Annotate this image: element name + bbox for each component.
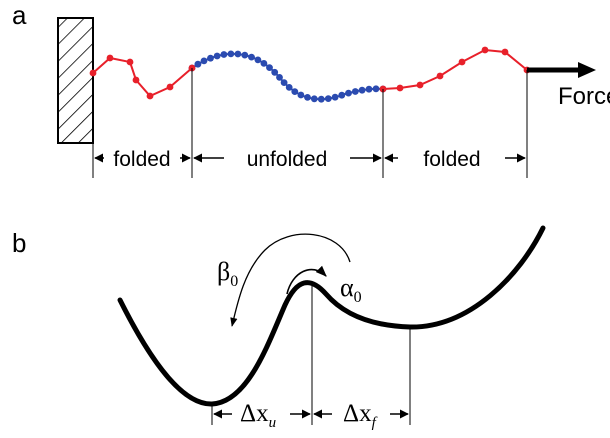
unfolded-bead bbox=[358, 86, 366, 94]
folded-segment-left bbox=[89, 54, 193, 100]
unfolded-bead bbox=[351, 88, 359, 95]
unfolded-bead bbox=[372, 85, 380, 93]
unfolded-segment bbox=[188, 50, 387, 103]
unfolded-bead bbox=[324, 95, 332, 102]
unfolded-bead bbox=[194, 60, 202, 68]
unfolded-bead bbox=[200, 57, 208, 65]
unfolded-bead bbox=[285, 84, 293, 91]
force-arrow bbox=[527, 62, 596, 78]
unfolded-bead bbox=[260, 60, 268, 67]
unfolded-bead bbox=[271, 68, 279, 76]
distance-reference-lines bbox=[211, 281, 411, 425]
energy-landscape-curve bbox=[117, 225, 546, 407]
delta-x-u-label: Δxu bbox=[240, 400, 276, 431]
unfolded-bead bbox=[345, 89, 352, 97]
segment-label-folded-right: folded bbox=[423, 148, 480, 171]
unfolded-bead bbox=[266, 64, 273, 71]
unfolded-bead bbox=[248, 53, 255, 61]
unfolded-bead bbox=[365, 85, 373, 93]
segment-label-folded-left: folded bbox=[113, 148, 170, 171]
segment-boundaries bbox=[92, 68, 528, 178]
alpha-arrow bbox=[286, 265, 327, 295]
unfolded-bead bbox=[207, 54, 214, 62]
unfolded-bead bbox=[227, 50, 235, 58]
unfolded-bead bbox=[254, 56, 262, 64]
unfolded-bead bbox=[291, 88, 299, 95]
unfolded-bead bbox=[276, 74, 283, 81]
segment-label-unfolded: unfolded bbox=[247, 148, 328, 171]
alpha-label: α0 bbox=[340, 273, 362, 306]
unfolded-bead bbox=[241, 51, 249, 59]
unfolded-bead bbox=[338, 91, 346, 99]
folded-segment-right bbox=[188, 46, 531, 93]
unfolded-bead bbox=[280, 79, 288, 86]
force-label: Force bbox=[558, 83, 610, 110]
unfolded-bead bbox=[317, 95, 325, 103]
beta-arrow bbox=[230, 233, 351, 327]
unfolded-bead bbox=[304, 94, 311, 101]
beta-label: β0 bbox=[217, 257, 238, 290]
unfolded-bead bbox=[310, 95, 318, 103]
delta-x-f-label: Δxf bbox=[343, 400, 378, 431]
unfolded-bead bbox=[331, 93, 339, 101]
unfolded-bead bbox=[220, 51, 228, 58]
unfolded-bead bbox=[213, 52, 221, 60]
panel-b-label: b bbox=[12, 228, 26, 258]
unfolded-bead bbox=[297, 91, 305, 99]
panel-a-label: a bbox=[12, 0, 27, 30]
unfolded-bead bbox=[234, 50, 242, 58]
wall-anchor bbox=[57, 17, 94, 144]
